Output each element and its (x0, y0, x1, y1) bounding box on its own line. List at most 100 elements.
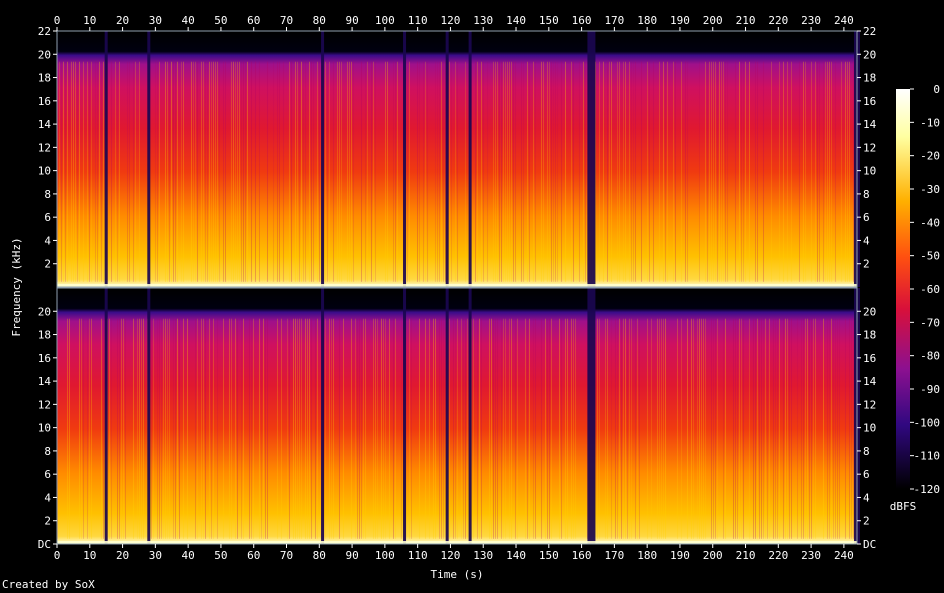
texture-streak (811, 61, 812, 282)
x-tick-label: 10 (83, 549, 96, 562)
texture-streak (647, 318, 648, 539)
texture-streak (371, 61, 372, 282)
y-tick-label: 14 (863, 375, 877, 388)
x-tick-label: 130 (473, 549, 493, 562)
texture-streak (631, 61, 632, 282)
texture-streak (373, 318, 374, 539)
texture-streak (541, 318, 542, 539)
texture-streak (755, 61, 756, 282)
texture-streak (331, 318, 332, 539)
texture-streak (853, 318, 854, 539)
texture-streak (511, 318, 512, 539)
texture-streak (449, 61, 450, 282)
texture-streak (811, 318, 812, 539)
x-tick-label: 80 (313, 14, 326, 27)
x-tick-label: 0 (54, 549, 61, 562)
colorbar-tick-label: -110 (914, 450, 941, 463)
texture-streak (687, 318, 688, 539)
texture-streak (229, 318, 230, 539)
texture-streak (419, 61, 420, 282)
texture-streak (839, 318, 840, 539)
x-tick-label: 120 (441, 14, 461, 27)
texture-streak (543, 61, 544, 282)
texture-streak (711, 318, 712, 539)
silence-gap (587, 288, 596, 544)
colorbar-tick-label: -60 (920, 283, 940, 296)
x-tick-label: 120 (441, 549, 461, 562)
texture-streak (425, 318, 426, 539)
texture-streak (753, 318, 754, 539)
texture-streak (599, 318, 600, 539)
y-tick-label: 18 (38, 72, 51, 85)
texture-streak (551, 61, 552, 282)
texture-streak (89, 61, 90, 282)
texture-streak (835, 61, 836, 282)
silence-gap (321, 288, 325, 544)
texture-streak (773, 318, 774, 539)
texture-streak (849, 318, 850, 539)
colorbar-tick-label: -40 (920, 216, 940, 229)
texture-streak (117, 61, 118, 282)
texture-streak (433, 318, 434, 539)
texture-streak (681, 318, 682, 539)
texture-streak (125, 318, 126, 539)
texture-streak (435, 61, 436, 282)
texture-streak (771, 61, 772, 282)
texture-streak (155, 61, 156, 282)
texture-streak (231, 61, 232, 282)
texture-streak (249, 318, 250, 539)
texture-streak (495, 318, 496, 539)
texture-streak (157, 61, 158, 282)
texture-streak (555, 61, 556, 282)
texture-streak (317, 318, 318, 539)
texture-streak (325, 318, 326, 539)
texture-streak (619, 61, 620, 282)
texture-streak (827, 318, 828, 539)
texture-streak (619, 318, 620, 539)
texture-streak (699, 318, 700, 539)
texture-streak (91, 318, 92, 539)
y-tick-label: 20 (38, 48, 51, 61)
texture-streak (611, 61, 612, 282)
texture-streak (509, 318, 510, 539)
texture-streak (649, 61, 650, 282)
texture-streak (253, 318, 254, 539)
texture-streak (517, 318, 518, 539)
texture-streak (823, 318, 824, 539)
texture-streak (717, 318, 718, 539)
texture-streak (847, 61, 848, 282)
texture-streak (213, 318, 214, 539)
texture-streak (81, 318, 82, 539)
x-tick-label: 40 (182, 549, 195, 562)
texture-streak (571, 318, 572, 539)
x-tick-label: 10 (83, 14, 96, 27)
texture-streak (715, 61, 716, 282)
texture-streak (387, 61, 388, 282)
texture-streak (741, 318, 742, 539)
y-tick-label: 6 (44, 211, 51, 224)
texture-streak (243, 61, 244, 282)
texture-streak (443, 318, 444, 539)
texture-streak (177, 61, 178, 282)
texture-streak (713, 61, 714, 282)
texture-streak (533, 61, 534, 282)
spectrogram-body-bottom (57, 288, 857, 544)
texture-streak (499, 61, 500, 282)
silence-gap (445, 31, 449, 287)
texture-streak (851, 318, 852, 539)
texture-streak (443, 61, 444, 282)
x-tick-label: 20 (116, 549, 129, 562)
texture-streak (409, 61, 410, 282)
texture-streak (161, 318, 162, 539)
y-tick-label: 16 (38, 95, 51, 108)
colorbar-label: dBFS (890, 500, 917, 513)
y-tick-label: 12 (863, 398, 876, 411)
texture-streak (819, 61, 820, 282)
texture-streak (529, 61, 530, 282)
y-tick-label: DC (38, 538, 51, 551)
texture-streak (101, 61, 102, 282)
texture-streak (455, 61, 456, 282)
texture-streak (549, 318, 550, 539)
texture-streak (535, 318, 536, 539)
texture-streak (465, 61, 466, 282)
